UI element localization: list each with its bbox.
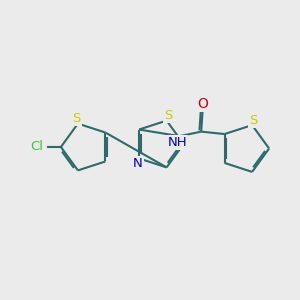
Text: N: N — [133, 158, 142, 170]
Text: NH: NH — [167, 136, 187, 149]
Text: Cl: Cl — [30, 140, 44, 154]
Text: S: S — [72, 112, 81, 125]
Text: S: S — [164, 109, 172, 122]
Text: S: S — [249, 114, 258, 127]
Text: O: O — [197, 97, 208, 111]
